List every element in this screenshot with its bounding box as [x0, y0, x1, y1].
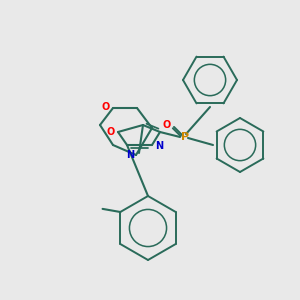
- Text: O: O: [102, 102, 110, 112]
- Text: N: N: [126, 150, 134, 160]
- Text: N: N: [155, 141, 163, 151]
- Text: O: O: [163, 120, 171, 130]
- Text: P: P: [181, 132, 189, 142]
- Text: O: O: [107, 127, 115, 137]
